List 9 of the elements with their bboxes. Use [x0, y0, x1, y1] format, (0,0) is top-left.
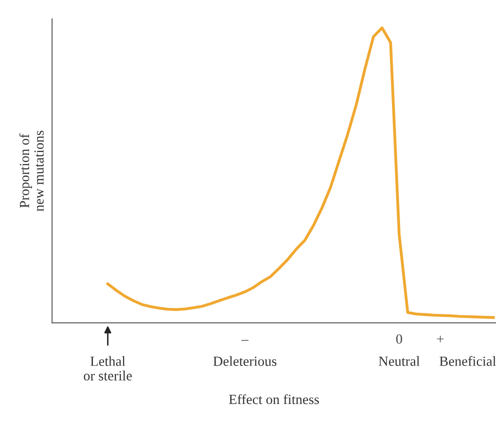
x-tick-label: Deleterious [213, 356, 276, 366]
x-tick-label: Neutral [378, 356, 420, 366]
x-tick-label: Beneficial [440, 356, 496, 366]
text: + [437, 336, 444, 342]
x-axis-title: Effect on fitness [229, 394, 319, 404]
y-axis-title: Proportion of new mutations [19, 130, 44, 212]
text: 0 [396, 334, 402, 344]
text: – [241, 340, 248, 341]
x-tick-label: Lethal or sterile [84, 356, 132, 380]
